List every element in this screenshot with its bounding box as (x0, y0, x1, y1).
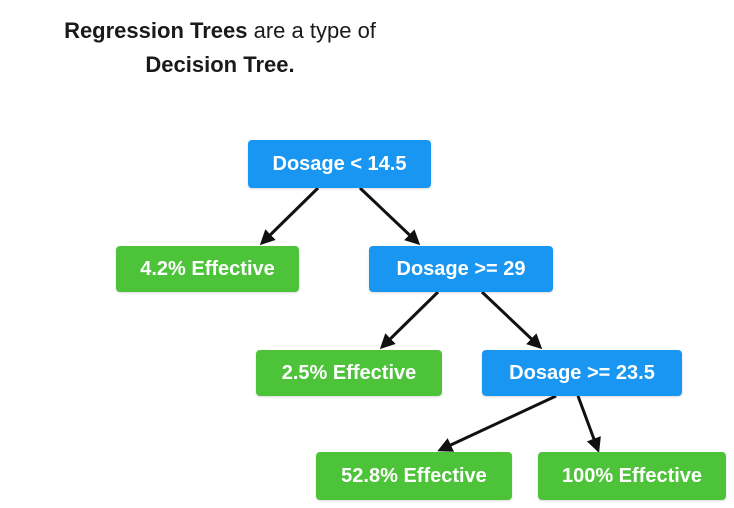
edge-root-to-node2 (358, 186, 421, 246)
edge-node3-to-left-leaf (437, 394, 557, 452)
leaf-node-2-5-percent: 2.5% Effective (256, 350, 442, 396)
root-decision-node: Dosage < 14.5 (248, 140, 431, 188)
edge-node2-to-node3 (480, 290, 543, 350)
leaf-node-4-2-percent: 4.2% Effective (116, 246, 299, 292)
title-bold-decision-tree: Decision Tree. (145, 52, 295, 77)
title-rest: are a type of (247, 18, 376, 43)
decision-node-dosage-29: Dosage >= 29 (369, 246, 553, 292)
edge-node2-to-left-leaf (379, 290, 440, 350)
title-line-1: Regression Trees are a type of (0, 14, 440, 48)
edge-node3-to-right-leaf (576, 395, 601, 453)
slide-title: Regression Trees are a type of Decision … (0, 14, 440, 82)
title-bold-regression-trees: Regression Trees (64, 18, 248, 43)
leaf-node-100-percent: 100% Effective (538, 452, 726, 500)
edge-root-to-left-leaf (259, 186, 320, 246)
leaf-node-52-8-percent: 52.8% Effective (316, 452, 512, 500)
title-line-2: Decision Tree. (0, 48, 440, 82)
decision-node-dosage-23-5: Dosage >= 23.5 (482, 350, 682, 396)
